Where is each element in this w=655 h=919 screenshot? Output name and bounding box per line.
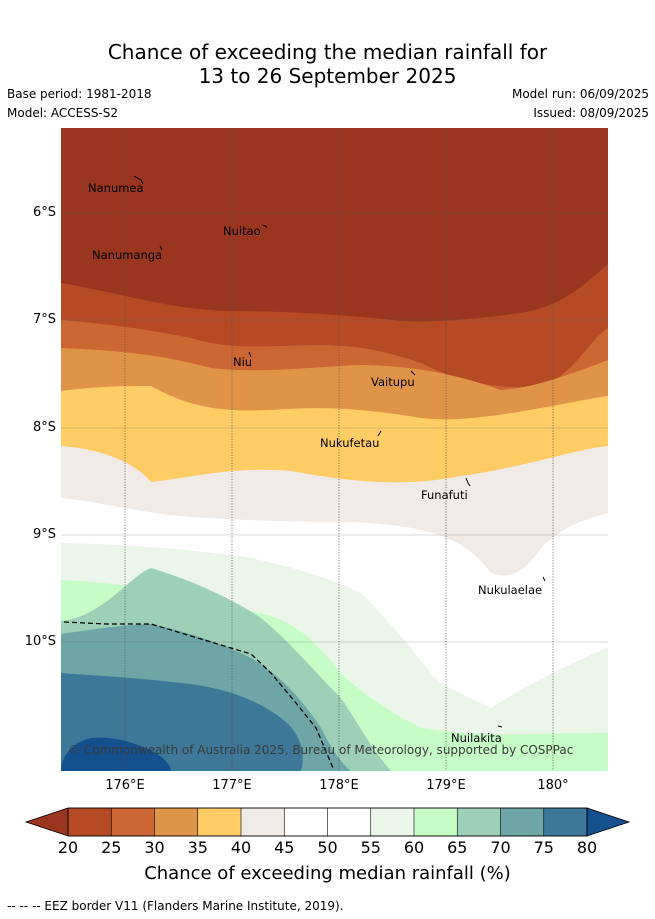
place-nanumanga: Nanumanga bbox=[92, 248, 162, 262]
map-svg: Nanumea Nuitao Nanumanga Niu Vaitupu Nuk… bbox=[61, 128, 608, 771]
eez-legend: -- -- -- EEZ border V11 (Flanders Marine… bbox=[7, 899, 344, 913]
colorbar-tick-label: 75 bbox=[533, 838, 554, 857]
colorbar-tick-label: 65 bbox=[447, 838, 468, 857]
place-nuilakita: Nuilakita bbox=[451, 731, 502, 745]
place-vaitupu: Vaitupu bbox=[371, 375, 415, 389]
lon-label-180: 180° bbox=[537, 778, 569, 793]
colorbar-segment bbox=[110, 807, 156, 837]
colorbar-tick-label: 40 bbox=[230, 838, 252, 857]
colorbar-segment bbox=[154, 807, 199, 837]
colorbar bbox=[24, 807, 631, 837]
colorbar-tick-label: 25 bbox=[101, 838, 122, 857]
issued-date: Issued: 08/09/2025 bbox=[533, 106, 649, 120]
lat-label-6s: 6°S bbox=[32, 205, 56, 220]
colorbar-tick-label: 20 bbox=[57, 838, 79, 857]
copyright-notice: © Commonwealth of Australia 2025, Bureau… bbox=[68, 743, 573, 757]
island-marks bbox=[133, 175, 546, 728]
colorbar-low-arrow bbox=[24, 807, 69, 837]
lat-label-8s: 8°S bbox=[32, 420, 56, 435]
lat-label-9s: 9°S bbox=[32, 527, 56, 542]
lat-label-7s: 7°S bbox=[32, 312, 56, 327]
colorbar-tick-label: 60 bbox=[403, 838, 425, 857]
colorbar-tick-label: 80 bbox=[576, 838, 598, 857]
base-period: Base period: 1981-2018 bbox=[7, 87, 152, 101]
colorbar-tick-label: 55 bbox=[360, 838, 381, 857]
colorbar-segments bbox=[67, 807, 588, 837]
colorbar-tick-label: 45 bbox=[274, 838, 295, 857]
lon-label-177e: 177°E bbox=[212, 778, 252, 793]
colorbar-segment bbox=[543, 807, 588, 837]
lon-label-179e: 179°E bbox=[426, 778, 466, 793]
model-name: Model: ACCESS-S2 bbox=[7, 106, 119, 120]
colorbar-frame bbox=[67, 807, 588, 837]
colorbar-tick-label: 30 bbox=[144, 838, 165, 857]
title-line-2: 13 to 26 September 2025 bbox=[198, 64, 457, 88]
lon-label-176e: 176°E bbox=[105, 778, 145, 793]
colorbar-segment bbox=[240, 807, 286, 837]
place-funafuti: Funafuti bbox=[421, 488, 468, 502]
band-above-80 bbox=[61, 737, 171, 771]
lat-gridlines bbox=[61, 212, 608, 643]
map-title: Chance of exceeding the median rainfall … bbox=[0, 40, 655, 88]
colorbar-segment bbox=[370, 807, 415, 837]
colorbar-segment bbox=[500, 807, 545, 837]
place-nukufetau: Nukufetau bbox=[320, 436, 379, 450]
place-nanumea: Nanumea bbox=[88, 181, 144, 195]
colorbar-high-arrow bbox=[586, 807, 631, 837]
place-labels: Nanumea Nuitao Nanumanga Niu Vaitupu Nuk… bbox=[88, 181, 542, 745]
place-niu: Niu bbox=[233, 355, 252, 369]
colorbar-tick-label: 50 bbox=[317, 838, 338, 857]
colorbar-tick-label: 70 bbox=[490, 838, 511, 857]
rainfall-map: Nanumea Nuitao Nanumanga Niu Vaitupu Nuk… bbox=[61, 128, 608, 771]
lat-label-10s: 10°S bbox=[24, 634, 56, 649]
lon-gridlines bbox=[124, 128, 554, 771]
colorbar-segment bbox=[456, 807, 502, 837]
colorbar-tick-label: 35 bbox=[187, 838, 208, 857]
colorbar-segment bbox=[413, 807, 459, 837]
colorbar-segment bbox=[197, 807, 242, 837]
colorbar-segment bbox=[283, 807, 329, 837]
colorbar-segment bbox=[67, 807, 113, 837]
place-nuitao: Nuitao bbox=[223, 224, 261, 238]
colorbar-title: Chance of exceeding median rainfall (%) bbox=[144, 863, 511, 884]
lon-label-178e: 178°E bbox=[319, 778, 359, 793]
place-nukulaelae: Nukulaelae bbox=[478, 583, 542, 597]
model-run: Model run: 06/09/2025 bbox=[511, 87, 649, 101]
colorbar-segment bbox=[327, 807, 372, 837]
eez-border-line bbox=[63, 621, 334, 769]
title-line-1: Chance of exceeding the median rainfall … bbox=[107, 40, 548, 64]
